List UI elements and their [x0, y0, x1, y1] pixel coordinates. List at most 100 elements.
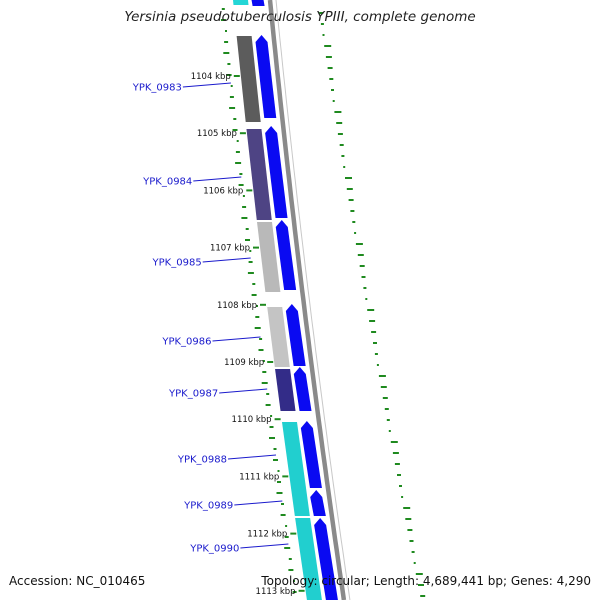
gene-leader-line [212, 336, 261, 342]
gc-skew-inner-mark [220, 19, 226, 21]
gene-segment [275, 369, 296, 411]
gc-skew-outer-mark [405, 518, 412, 520]
gc-skew-outer-mark [343, 166, 346, 168]
kbp-tick-mark [246, 189, 253, 192]
kbp-tick-label: 1106 kbp [203, 186, 243, 196]
gc-skew-outer-mark [361, 276, 366, 278]
gc-skew-inner-mark [277, 481, 281, 483]
kbp-tick-mark [267, 361, 274, 363]
gc-skew-outer-mark [407, 529, 413, 531]
gene-segment [295, 518, 322, 600]
gc-skew-outer-mark [397, 474, 401, 476]
kbp-tick-label: 1105 kbp [197, 129, 237, 139]
gc-skew-outer-mark [374, 353, 378, 355]
gc-skew-inner-mark [269, 437, 275, 439]
kbp-tick-mark [233, 75, 240, 77]
gc-skew-outer-mark [418, 584, 424, 586]
gc-skew-outer-mark [376, 364, 379, 366]
kbp-tick-mark [282, 475, 289, 478]
kbp-tick-mark [239, 132, 246, 135]
kbp-tick-mark [253, 246, 259, 249]
gc-skew-outer-mark [378, 375, 386, 377]
gc-skew-inner-mark [266, 393, 270, 395]
map-title: Yersinia pseudotuberculosis YPIII, compl… [124, 9, 476, 25]
gc-skew-outer-mark [329, 78, 334, 80]
gc-skew-inner-mark [259, 338, 263, 340]
gc-skew-outer-mark [357, 254, 364, 256]
cds-arrow [255, 35, 277, 118]
accession-text: Accession: NC_010465 [9, 574, 146, 588]
gene-leader-line [182, 82, 231, 88]
gene-segment [267, 307, 290, 367]
backbone-ring [267, 0, 351, 600]
gc-skew-outer-mark [337, 133, 343, 135]
gc-skew-outer-mark [345, 177, 352, 179]
gc-skew-outer-mark [388, 430, 391, 432]
gc-skew-inner-mark [273, 459, 278, 461]
gc-skew-inner-mark [269, 426, 274, 428]
gc-skew-outer-mark [320, 23, 324, 25]
genome-summary: Topology: circular; Length: 4,689,441 bp… [261, 574, 591, 588]
gc-skew-outer-mark [384, 408, 389, 410]
gene-segment [236, 36, 261, 122]
gc-skew-inner-mark [229, 96, 234, 98]
gene-leader-line [202, 257, 251, 263]
kbp-tick-label: 1113 kbp [256, 587, 296, 597]
gc-skew-inner-mark [280, 514, 286, 516]
gc-skew-inner-mark [284, 547, 291, 549]
gc-skew-outer-mark [415, 573, 423, 575]
gc-skew-outer-mark [365, 298, 368, 300]
gc-skew-inner-mark [247, 272, 254, 274]
gc-skew-inner-mark [242, 206, 247, 208]
gc-skew-outer-mark [359, 265, 365, 267]
cds-arrow [310, 490, 326, 516]
kbp-tick-label: 1112 kbp [247, 530, 287, 540]
gc-skew-outer-mark [367, 309, 375, 311]
gc-skew-outer-mark [319, 12, 324, 14]
gc-skew-outer-mark [373, 342, 377, 344]
kbp-tick-mark [298, 589, 305, 592]
gene-segment [246, 129, 272, 220]
gene-leader-line [227, 454, 277, 460]
gc-skew-inner-mark [292, 591, 297, 593]
gc-skew-outer-mark [325, 56, 332, 58]
gene-leader-line [240, 543, 289, 549]
gc-skew-outer-mark [336, 122, 343, 124]
gene-leader-line [193, 176, 242, 182]
gene-label: YPK_0990 [189, 544, 239, 555]
gc-skew-outer-mark [371, 331, 377, 333]
gene-labels: YPK_0983 YPK_0984 YPK_0985 YPK_0986 YPK_0987… [132, 83, 289, 555]
gc-skew-outer-mark [346, 188, 353, 190]
gc-skew-inner-mark [248, 261, 253, 263]
gene-label: YPK_0987 [168, 389, 218, 400]
gc-skew-inner-mark [251, 294, 257, 296]
gc-skew-inner-mark [230, 85, 233, 87]
gc-skew-track [220, 8, 426, 597]
kbp-tick-label: 1107 kbp [210, 244, 250, 254]
gc-skew-inner-mark [235, 151, 240, 153]
gc-skew-outer-mark [355, 243, 363, 245]
gc-skew-inner-mark [281, 503, 284, 505]
gene-segment [256, 222, 281, 292]
gc-skew-inner-mark [233, 118, 237, 120]
gc-skew-inner-mark [276, 492, 283, 494]
gc-skew-inner-mark [236, 140, 239, 142]
kbp-tick-mark [274, 418, 281, 421]
gc-skew-outer-mark [413, 562, 416, 564]
gc-skew-outer-mark [327, 67, 333, 69]
gene-leader-line [234, 500, 283, 506]
kbp-tick-label: 1108 kbp [217, 301, 257, 311]
gc-skew-outer-mark [392, 452, 399, 454]
gc-skew-inner-mark [221, 8, 225, 10]
gc-skew-inner-mark [225, 30, 227, 32]
gc-skew-outer-mark [399, 485, 402, 487]
gc-skew-inner-mark [249, 250, 252, 252]
gc-skew-inner-mark [232, 129, 238, 131]
gc-skew-inner-mark [239, 173, 243, 175]
cds-arrow [314, 518, 338, 600]
gc-skew-inner-mark [285, 525, 288, 527]
kbp-ticks: 1104 kbp 1105 kbp 1106 kbp 1107 kbp 1108 kbp… [191, 72, 305, 597]
gc-skew-outer-mark [341, 155, 345, 157]
gc-skew-inner-mark [245, 239, 250, 241]
kbp-tick-mark [260, 303, 266, 306]
